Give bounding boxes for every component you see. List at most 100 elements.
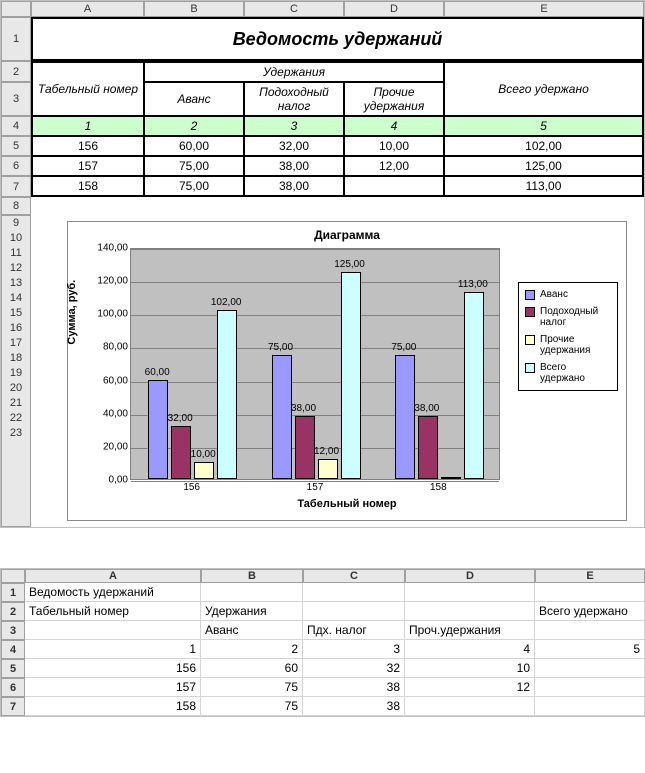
table-cell[interactable] (535, 583, 645, 602)
table-cell[interactable]: 113,00 (444, 176, 644, 197)
row-header[interactable]: 18 (10, 352, 22, 364)
table-cell[interactable] (25, 621, 201, 640)
row-header[interactable]: 7 (1, 176, 31, 197)
col-header[interactable]: A (25, 569, 201, 583)
row-header[interactable]: 21 (10, 397, 22, 409)
table-cell[interactable]: 75 (201, 697, 303, 716)
row-header[interactable]: 10 (10, 232, 22, 244)
col-header[interactable]: A (31, 1, 144, 17)
table-cell[interactable]: 157 (25, 678, 201, 697)
table-cell[interactable]: 158 (25, 697, 201, 716)
table-cell[interactable]: 75,00 (144, 156, 244, 176)
row-header[interactable]: 23 (10, 427, 22, 439)
table-cell[interactable]: 2 (201, 640, 303, 659)
row-header[interactable]: 12 (10, 262, 22, 274)
th-tax[interactable]: Подоходный налог (244, 82, 344, 116)
row-header[interactable]: 3 (1, 621, 25, 640)
col-header[interactable]: E (444, 1, 644, 17)
table-cell[interactable]: 38 (303, 697, 405, 716)
table-cell[interactable]: 38 (303, 678, 405, 697)
row-header[interactable]: 11 (10, 247, 21, 259)
row-header[interactable]: 14 (10, 292, 22, 304)
row-header[interactable]: 6 (1, 678, 25, 697)
idx-cell[interactable]: 1 (31, 116, 144, 136)
table-cell[interactable] (535, 678, 645, 697)
th-advance[interactable]: Аванс (144, 82, 244, 116)
row-header[interactable]: 16 (10, 322, 22, 334)
table-cell[interactable]: 75 (201, 678, 303, 697)
row-header[interactable]: 4 (1, 640, 25, 659)
table-cell[interactable]: 125,00 (444, 156, 644, 176)
table-cell[interactable]: 38,00 (244, 156, 344, 176)
table-cell[interactable] (535, 621, 645, 640)
table-cell[interactable]: 3 (303, 640, 405, 659)
table-cell[interactable]: 38,00 (244, 176, 344, 197)
row-header[interactable]: 20 (10, 382, 22, 394)
row-header[interactable]: 1 (1, 17, 31, 61)
table-cell[interactable]: 4 (405, 640, 535, 659)
table-cell[interactable]: 156 (31, 136, 144, 156)
table-cell[interactable] (535, 659, 645, 678)
th-personnel[interactable]: Табельный номер (31, 61, 144, 116)
table-cell[interactable]: 156 (25, 659, 201, 678)
row-header[interactable]: 2 (1, 602, 25, 621)
row-header[interactable]: 7 (1, 697, 25, 716)
row-header[interactable]: 19 (10, 367, 22, 379)
table-cell[interactable] (201, 583, 303, 602)
col-header[interactable]: D (405, 569, 535, 583)
idx-cell[interactable]: 4 (344, 116, 444, 136)
row-header[interactable]: 6 (1, 156, 31, 176)
table-cell[interactable]: 157 (31, 156, 144, 176)
table-cell[interactable]: Всего удержано (535, 602, 645, 621)
idx-cell[interactable]: 3 (244, 116, 344, 136)
table-cell[interactable]: Аванс (201, 621, 303, 640)
th-deductions[interactable]: Удержания (144, 61, 444, 82)
table-cell[interactable]: 102,00 (444, 136, 644, 156)
row-header[interactable]: 5 (1, 136, 31, 156)
row-header[interactable]: 9 (13, 217, 19, 229)
table-cell[interactable] (303, 583, 405, 602)
col-header[interactable]: B (144, 1, 244, 17)
table-cell[interactable] (405, 602, 535, 621)
col-header[interactable]: C (244, 1, 344, 17)
row-header[interactable]: 5 (1, 659, 25, 678)
row-header[interactable]: 13 (10, 277, 22, 289)
col-header[interactable]: C (303, 569, 405, 583)
page-title[interactable]: Ведомость удержаний (31, 17, 644, 61)
table-cell[interactable]: 60,00 (144, 136, 244, 156)
table-cell[interactable]: 10,00 (344, 136, 444, 156)
table-cell[interactable]: 5 (535, 640, 645, 659)
th-other[interactable]: Прочие удержания (344, 82, 444, 116)
idx-cell[interactable]: 2 (144, 116, 244, 136)
col-header[interactable]: B (201, 569, 303, 583)
row-header[interactable]: 8 (1, 197, 31, 215)
table-cell[interactable]: 32,00 (244, 136, 344, 156)
table-cell[interactable]: Проч.удержания (405, 621, 535, 640)
th-total[interactable]: Всего удержано (444, 61, 644, 116)
table-cell[interactable] (405, 697, 535, 716)
table-cell[interactable]: 12 (405, 678, 535, 697)
col-header[interactable]: D (344, 1, 444, 17)
table-cell[interactable]: 158 (31, 176, 144, 197)
table-cell[interactable] (303, 602, 405, 621)
table-cell[interactable]: Ведомость удержаний (25, 583, 201, 602)
row-header[interactable]: 3 (1, 82, 31, 116)
row-header[interactable]: 4 (1, 116, 31, 136)
idx-cell[interactable]: 5 (444, 116, 644, 136)
chart[interactable]: Диаграмма Сумма, руб. 156157158 Табельны… (67, 221, 627, 521)
table-cell[interactable] (405, 583, 535, 602)
col-header[interactable]: E (535, 569, 645, 583)
table-cell[interactable]: Удержания (201, 602, 303, 621)
table-cell[interactable]: 32 (303, 659, 405, 678)
row-header[interactable]: 1 (1, 583, 25, 602)
row-header[interactable]: 2 (1, 61, 31, 82)
row-header[interactable]: 22 (10, 412, 22, 424)
table-cell[interactable] (535, 697, 645, 716)
table-cell[interactable]: 10 (405, 659, 535, 678)
table-cell[interactable]: 60 (201, 659, 303, 678)
row-header[interactable]: 15 (10, 307, 22, 319)
table-cell[interactable]: Табельный номер (25, 602, 201, 621)
table-cell[interactable]: 75,00 (144, 176, 244, 197)
row-header[interactable]: 17 (10, 337, 22, 349)
table-cell[interactable]: 1 (25, 640, 201, 659)
